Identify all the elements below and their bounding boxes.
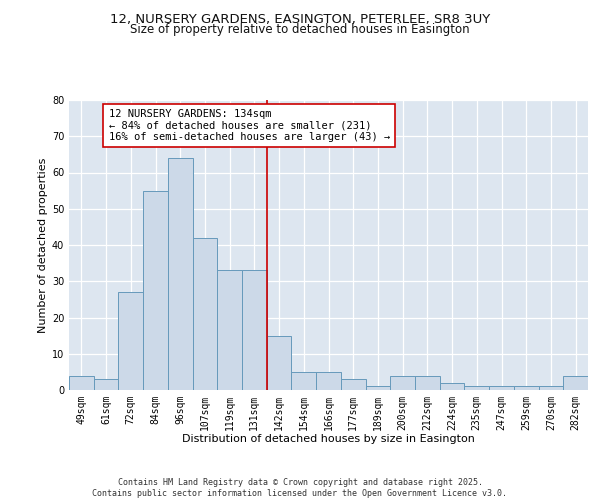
Bar	[489, 386, 514, 390]
Bar	[242, 270, 267, 390]
Bar	[69, 376, 94, 390]
Bar	[316, 372, 341, 390]
Bar	[341, 379, 365, 390]
Bar	[390, 376, 415, 390]
Bar	[514, 386, 539, 390]
Bar	[267, 336, 292, 390]
Bar	[143, 190, 168, 390]
Text: Contains HM Land Registry data © Crown copyright and database right 2025.
Contai: Contains HM Land Registry data © Crown c…	[92, 478, 508, 498]
Bar	[539, 386, 563, 390]
Bar	[217, 270, 242, 390]
Bar	[168, 158, 193, 390]
Y-axis label: Number of detached properties: Number of detached properties	[38, 158, 47, 332]
Bar	[415, 376, 440, 390]
Bar	[193, 238, 217, 390]
Bar	[464, 386, 489, 390]
Bar	[440, 383, 464, 390]
Bar	[365, 386, 390, 390]
Text: 12, NURSERY GARDENS, EASINGTON, PETERLEE, SR8 3UY: 12, NURSERY GARDENS, EASINGTON, PETERLEE…	[110, 12, 490, 26]
X-axis label: Distribution of detached houses by size in Easington: Distribution of detached houses by size …	[182, 434, 475, 444]
Bar	[94, 379, 118, 390]
Bar	[563, 376, 588, 390]
Text: Size of property relative to detached houses in Easington: Size of property relative to detached ho…	[130, 22, 470, 36]
Text: 12 NURSERY GARDENS: 134sqm
← 84% of detached houses are smaller (231)
16% of sem: 12 NURSERY GARDENS: 134sqm ← 84% of deta…	[109, 109, 390, 142]
Bar	[292, 372, 316, 390]
Bar	[118, 292, 143, 390]
